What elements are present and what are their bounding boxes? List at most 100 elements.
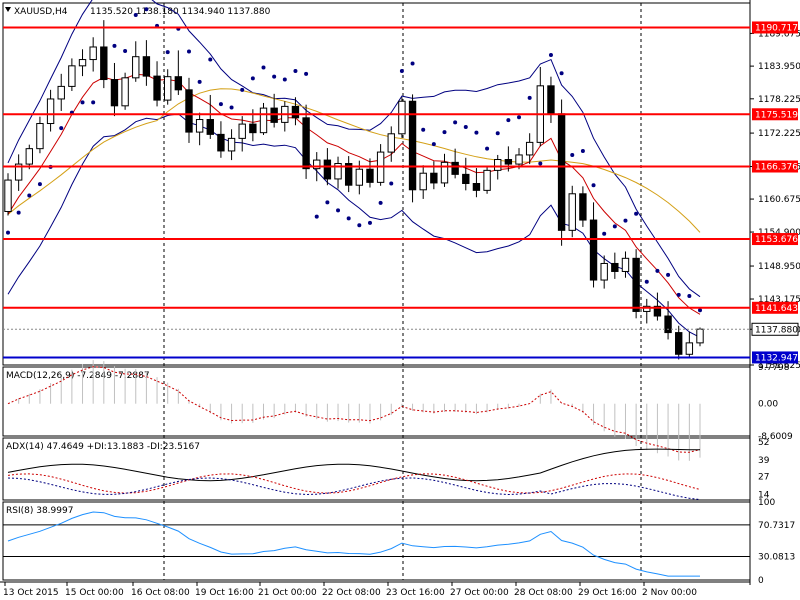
symbol-label: XAUUSD,H4 bbox=[14, 7, 68, 17]
psar-dot-38 bbox=[410, 61, 415, 66]
psar-dot-52 bbox=[559, 71, 564, 76]
level-tag-4 bbox=[752, 301, 798, 314]
psar-dot-51 bbox=[548, 52, 553, 57]
candle-body-1 bbox=[14, 163, 23, 181]
y-tick-label-0: 1189.675 bbox=[758, 29, 800, 39]
candle-body-49 bbox=[525, 141, 534, 156]
psar-dot-13 bbox=[144, 7, 149, 12]
candle-body-22 bbox=[238, 123, 246, 139]
psar-dot-22 bbox=[240, 87, 245, 92]
candle-body-19 bbox=[206, 119, 214, 135]
psar-dot-39 bbox=[421, 127, 426, 132]
psar-dot-41 bbox=[442, 130, 447, 135]
x-tick-label-10: 2 Nov 00:00 bbox=[642, 588, 697, 598]
y-tick-label-1: 1183.950 bbox=[758, 62, 800, 72]
psar-dot-44 bbox=[474, 130, 479, 135]
psar-dot-1 bbox=[16, 210, 21, 215]
psar-dot-29 bbox=[314, 214, 319, 219]
level-tag-5 bbox=[752, 351, 798, 364]
psar-dot-21 bbox=[229, 105, 234, 110]
candle-body-53 bbox=[568, 193, 576, 231]
candle-body-30 bbox=[323, 159, 332, 180]
candle-body-57 bbox=[611, 262, 619, 272]
adx-tick-label-3: 14 bbox=[758, 490, 770, 500]
candle-body-64 bbox=[685, 342, 694, 355]
candle-body-9 bbox=[100, 46, 108, 81]
psar-dot-10 bbox=[112, 43, 117, 48]
candle-body-15 bbox=[163, 76, 172, 101]
rsi-tick-label-2: 30.0813 bbox=[758, 553, 795, 563]
candle-body-28 bbox=[302, 117, 310, 170]
psar-dot-65 bbox=[698, 308, 702, 313]
psar-dot-45 bbox=[485, 146, 490, 151]
psar-dot-42 bbox=[453, 120, 458, 125]
current-price-label: 1137.880 bbox=[755, 325, 798, 335]
candle-body-4 bbox=[46, 98, 55, 125]
rsi-line bbox=[7, 511, 700, 577]
candle-body-2 bbox=[25, 148, 33, 165]
psar-dot-36 bbox=[389, 181, 394, 186]
psar-dot-0 bbox=[6, 230, 10, 235]
psar-dot-56 bbox=[602, 231, 607, 236]
candle-body-34 bbox=[366, 168, 374, 183]
candle-body-62 bbox=[664, 315, 672, 334]
psar-dot-50 bbox=[538, 161, 543, 166]
psar-dot-59 bbox=[634, 211, 639, 216]
psar-dot-53 bbox=[570, 152, 575, 157]
candle-body-54 bbox=[579, 193, 587, 221]
x-tick-label-0: 13 Oct 2015 bbox=[3, 588, 59, 598]
psar-dot-64 bbox=[687, 294, 692, 299]
level-label-4: 1141.643 bbox=[755, 304, 798, 314]
x-tick-label-5: 22 Oct 08:00 bbox=[322, 588, 381, 598]
candle-body-58 bbox=[621, 257, 630, 272]
macd-title: MACD(12,26,9) -7.2849 -7.2887 bbox=[6, 371, 150, 381]
candle-body-43 bbox=[462, 173, 470, 185]
y-tick-label-10: 1131.625 bbox=[758, 361, 800, 371]
y-tick-label-2: 1178.225 bbox=[758, 95, 800, 105]
rsi-tick-label-3: 0 bbox=[758, 576, 764, 586]
macd-tick-label-1: 0.00 bbox=[758, 400, 778, 410]
candle-body-32 bbox=[344, 163, 353, 186]
psar-dot-23 bbox=[250, 76, 255, 81]
candle-body-48 bbox=[515, 154, 523, 165]
x-tick-label-6: 23 Oct 16:00 bbox=[386, 588, 445, 598]
candle-body-52 bbox=[557, 113, 566, 231]
level-label-5: 1132.947 bbox=[755, 353, 798, 363]
psar-dot-18 bbox=[197, 79, 202, 84]
slow-ma-line bbox=[7, 88, 701, 233]
psar-dot-33 bbox=[357, 223, 362, 228]
candle-body-7 bbox=[78, 59, 87, 67]
level-label-3: 1153.676 bbox=[755, 235, 798, 245]
psar-dot-19 bbox=[208, 57, 213, 62]
candle-body-16 bbox=[174, 76, 183, 91]
candle-body-11 bbox=[121, 77, 129, 107]
candle-body-29 bbox=[313, 159, 321, 170]
psar-dot-8 bbox=[91, 100, 96, 105]
macd-tick-label-2: -8.6009 bbox=[758, 432, 793, 442]
level-tag-1 bbox=[752, 108, 798, 121]
candle-body-18 bbox=[195, 119, 204, 133]
candle-body-10 bbox=[110, 79, 119, 107]
candle-body-38 bbox=[408, 100, 417, 191]
candle-body-42 bbox=[451, 161, 459, 175]
candle-body-39 bbox=[419, 172, 427, 191]
psar-dot-31 bbox=[336, 208, 341, 213]
psar-dot-15 bbox=[165, 50, 170, 55]
candle-body-60 bbox=[643, 305, 651, 312]
level-label-2: 1166.376 bbox=[755, 163, 798, 173]
psar-dot-61 bbox=[655, 268, 660, 273]
candle-body-6 bbox=[68, 65, 76, 87]
psar-dot-57 bbox=[612, 224, 617, 229]
candle-body-17 bbox=[185, 89, 193, 133]
psar-dot-63 bbox=[676, 292, 681, 297]
candle-body-21 bbox=[227, 137, 236, 152]
current-price-tag bbox=[751, 322, 799, 336]
candle-body-56 bbox=[600, 262, 608, 281]
candle-body-23 bbox=[249, 123, 257, 134]
ohlc-label: 1135.520 1138.180 1134.940 1137.880 bbox=[90, 7, 271, 17]
psar-dot-58 bbox=[623, 218, 628, 223]
candle-body-40 bbox=[430, 172, 438, 184]
x-tick-label-3: 19 Oct 16:00 bbox=[195, 588, 254, 598]
